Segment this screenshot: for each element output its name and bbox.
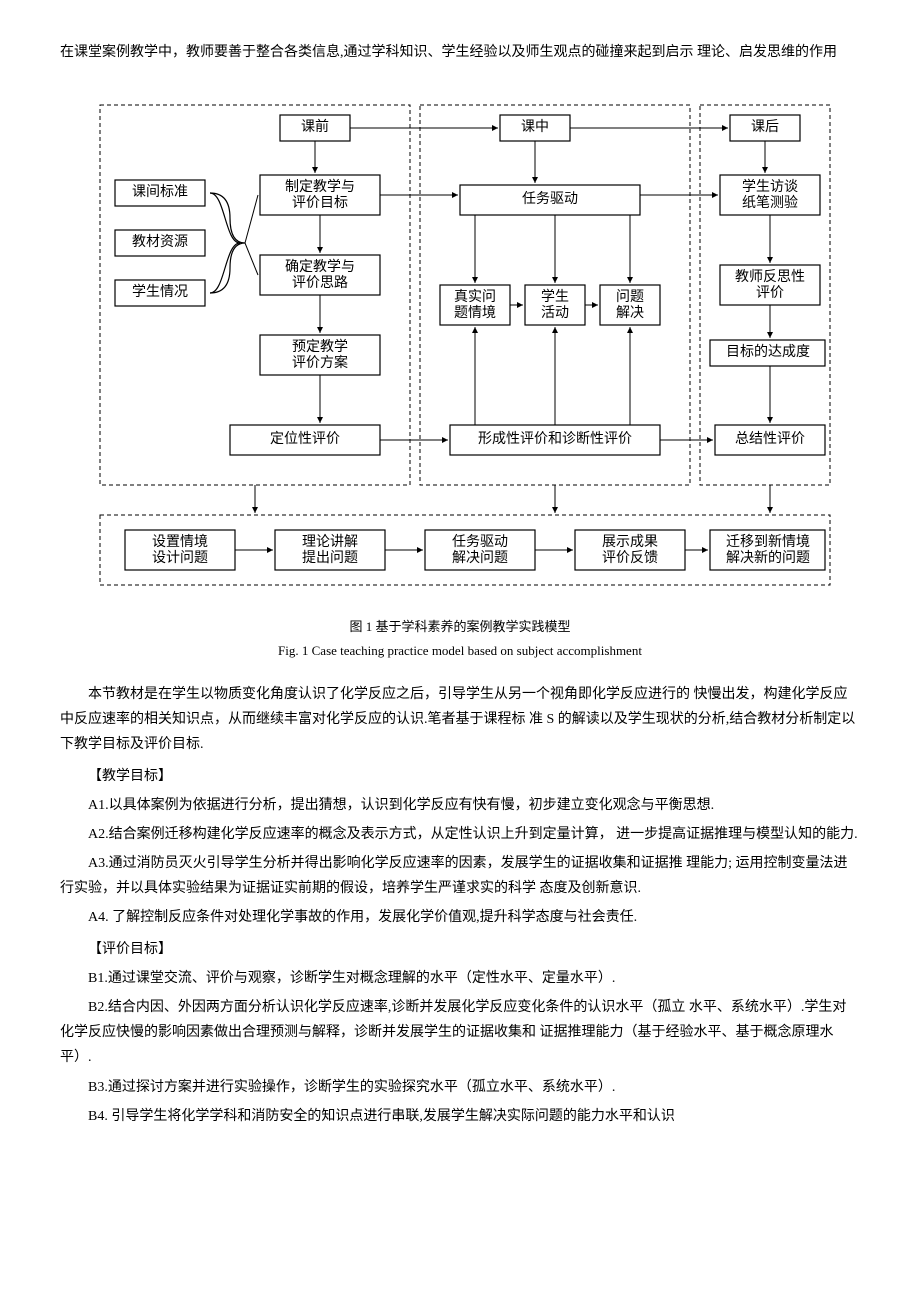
node-real-l2: 题情境: [454, 305, 496, 321]
body-text: 本节教材是在学生以物质变化角度认识了化学反应之后，引导学生从另一个视角即化学反应…: [60, 682, 860, 1129]
node-eval-pos: 定位性评价: [270, 431, 340, 447]
node-task: 任务驱动: [522, 191, 578, 207]
goal-a2: A2.结合案例迁移构建化学反应速率的概念及表示方式，从定性认识上升到定量计算， …: [60, 822, 860, 847]
node-goal1-l1: 制定教学与: [285, 179, 355, 195]
node-step2-l2: 提出问题: [302, 550, 358, 566]
goal-a3: A3.通过消防员灭火引导学生分析并得出影响化学反应速率的因素，发展学生的证据收集…: [60, 851, 860, 901]
node-interview-l2: 纸笔测验: [742, 195, 798, 211]
eval-goals-head: 【评价目标】: [60, 937, 860, 962]
node-solve-l2: 解决: [616, 305, 644, 321]
node-step5-l2: 解决新的问题: [726, 550, 810, 566]
node-act-l1: 学生: [541, 289, 569, 305]
node-step1-l2: 设计问题: [152, 550, 208, 566]
node-step3-l1: 任务驱动: [452, 534, 508, 550]
figure-caption: 图 1 基于学科素养的案例教学实践模型 Fig. 1 Case teaching…: [60, 615, 860, 662]
node-step4-l2: 评价反馈: [602, 550, 658, 566]
node-step2-l1: 理论讲解: [302, 534, 358, 550]
node-act-l2: 活动: [541, 305, 569, 321]
node-solve-l1: 问题: [616, 289, 644, 305]
goal-a4: A4. 了解控制反应条件对处理化学事故的作用，发展化学价值观,提升科学态度与社会…: [60, 905, 860, 930]
teaching-goals-head: 【教学目标】: [60, 764, 860, 789]
node-step1-l1: 设置情境: [152, 534, 208, 550]
node-goal2-l2: 评价思路: [292, 275, 348, 291]
paragraph-1: 本节教材是在学生以物质变化角度认识了化学反应之后，引导学生从另一个视角即化学反应…: [60, 682, 860, 758]
node-reflect-l1: 教师反思性: [735, 269, 805, 285]
node-phase-post: 课后: [751, 119, 779, 135]
node-resource: 教材资源: [132, 234, 188, 250]
caption-cn: 图 1 基于学科素养的案例教学实践模型: [60, 615, 860, 638]
node-goal1-l2: 评价目标: [292, 195, 348, 211]
goal-b4: B4. 引导学生将化学学科和消防安全的知识点进行串联,发展学生解决实际问题的能力…: [60, 1104, 860, 1129]
node-step5-l1: 迁移到新情境: [726, 534, 810, 550]
node-eval-sum: 总结性评价: [735, 431, 805, 447]
intro-paragraph: 在课堂案例教学中，教师要善于整合各类信息,通过学科知识、学生经验以及师生观点的碰…: [60, 40, 860, 65]
node-plan-l1: 预定教学: [292, 339, 348, 355]
node-reflect-l2: 评价: [756, 285, 784, 301]
goal-a1: A1.以具体案例为依据进行分析，提出猜想，认识到化学反应有快有慢，初步建立变化观…: [60, 793, 860, 818]
goal-b3: B3.通过探讨方案并进行实验操作，诊断学生的实验探究水平（孤立水平、系统水平）.: [60, 1075, 860, 1100]
node-achieve: 目标的达成度: [726, 344, 810, 360]
caption-en: Fig. 1 Case teaching practice model base…: [60, 639, 860, 662]
node-eval-form: 形成性评价和诊断性评价: [478, 431, 632, 447]
goal-b2: B2.结合内因、外因两方面分析认识化学反应速率,诊断并发展化学反应变化条件的认识…: [60, 995, 860, 1071]
node-goal2-l1: 确定教学与: [285, 259, 355, 275]
node-plan-l2: 评价方案: [292, 354, 348, 371]
node-step3-l2: 解决问题: [452, 550, 508, 566]
node-real-l1: 真实问: [454, 289, 496, 305]
node-student: 学生情况: [132, 284, 188, 300]
node-standard: 课间标准: [132, 184, 188, 200]
goal-b1: B1.通过课堂交流、评价与观察，诊断学生对概念理解的水平（定性水平、定量水平）.: [60, 966, 860, 991]
node-phase-mid: 课中: [521, 119, 549, 135]
node-interview-l1: 学生访谈: [742, 179, 798, 195]
flowchart-figure: 课前 课中 课后 课间标准 教材资源 学生情况 制定教学与 评价目标 确定教学与…: [80, 85, 840, 605]
node-phase-pre: 课前: [301, 118, 329, 135]
node-step4-l1: 展示成果: [602, 534, 658, 550]
